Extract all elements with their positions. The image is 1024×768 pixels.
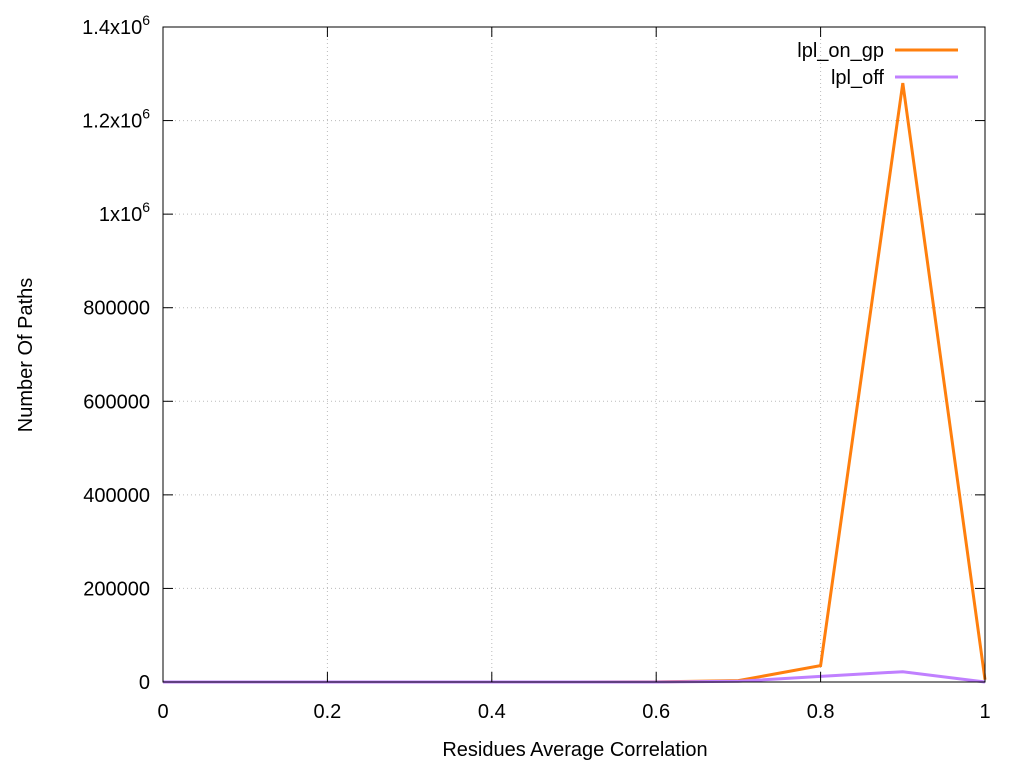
y-tick-label: 1.2x106 (82, 106, 150, 133)
plot-frame (162, 26, 986, 683)
x-tick-label: 0.2 (313, 701, 341, 723)
x-tick-labels: 0 0.2 0.4 0.6 0.8 1 (157, 701, 990, 723)
series-layer (163, 82, 987, 684)
y-tick-label: 200000 (83, 578, 150, 600)
y-tick-label-exponent: 6 (142, 12, 150, 28)
x-tick-label: 0.6 (642, 701, 670, 723)
legend-label: lpl_off (831, 67, 884, 89)
y-tick-label-base: 1x10 (99, 204, 142, 226)
y-tick-labels: 02000004000006000008000001x1061.2x1061.4… (82, 12, 150, 694)
x-tick-label: 0.8 (807, 701, 835, 723)
y-tick-label: 1.4x106 (82, 12, 150, 39)
x-tick-label: 0.4 (478, 701, 506, 723)
y-tick-label: 800000 (83, 298, 150, 320)
x-axis-label: Residues Average Correlation (442, 739, 707, 761)
y-tick-label-exponent: 6 (142, 106, 150, 122)
y-tick-label: 0 (139, 672, 150, 694)
legend: lpl_on_gp lpl_off (797, 40, 958, 89)
series-line-lpl_on_gp (163, 82, 987, 684)
axis-ticks (162, 26, 986, 683)
series-line-lpl_off (163, 670, 986, 684)
y-tick-label-base: 1.4x10 (82, 17, 142, 39)
y-tick-label: 600000 (83, 391, 150, 413)
y-tick-label-base: 1.2x10 (82, 111, 142, 133)
legend-label: lpl_on_gp (797, 40, 884, 62)
x-tick-label: 1 (979, 701, 990, 723)
y-tick-label-exponent: 6 (142, 199, 150, 215)
y-axis-label: Number Of Paths (15, 278, 37, 433)
y-tick-label: 1x106 (99, 199, 150, 226)
gridlines (163, 27, 985, 682)
x-tick-label: 0 (157, 701, 168, 723)
y-tick-label: 400000 (83, 485, 150, 507)
